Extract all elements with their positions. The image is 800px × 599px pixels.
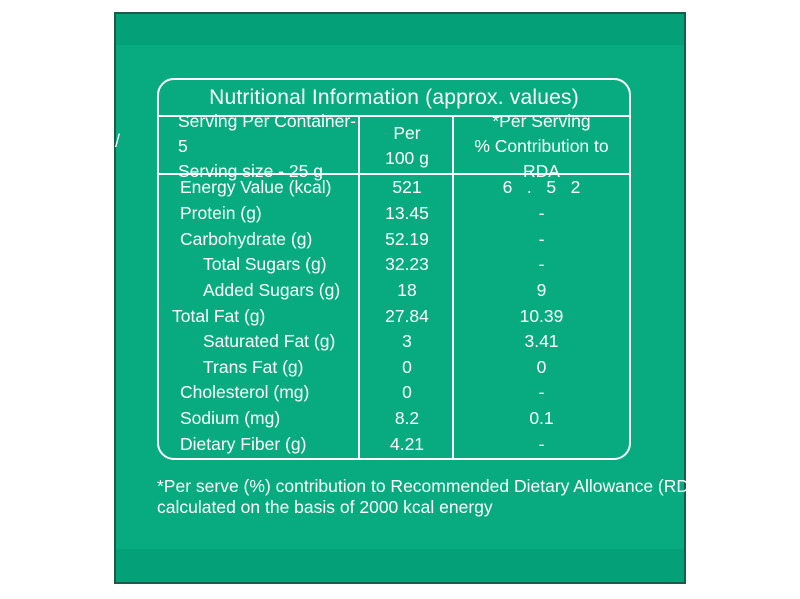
table-row: Total Fat (g) 27.84 10.39 [159, 303, 629, 329]
row-label: Total Fat (g) [172, 305, 266, 326]
rda-value: 10.39 [519, 305, 564, 326]
row-label: Total Sugars (g) [203, 254, 327, 275]
row-label: Trans Fat (g) [203, 356, 304, 377]
rda-footnote: *Per serve (%) contribution to Recommend… [157, 476, 707, 518]
table-row: Energy Value (kcal) 521 6 . 5 2 [159, 175, 629, 201]
rda-value: 3.41 [524, 331, 559, 352]
per-100g-value: 0 [402, 382, 412, 403]
row-label: Sodium (mg) [180, 408, 281, 429]
per-100g-value: 13.45 [385, 202, 429, 223]
table-row: Total Sugars (g) 32.23 - [159, 252, 629, 278]
rda-value: 0.1 [529, 408, 554, 429]
rda-value: - [538, 228, 545, 249]
table-row: Protein (g) 13.45 - [159, 201, 629, 227]
rda-value: 0 [536, 356, 547, 377]
row-label: Added Sugars (g) [203, 279, 341, 300]
table-row: Sodium (mg) 8.2 0.1 [159, 406, 629, 432]
serving-size: Serving size - 25 g [178, 160, 323, 181]
row-label: Energy Value (kcal) [180, 177, 332, 198]
per-100g-value: 0 [402, 356, 412, 377]
per-100g-value: 27.84 [385, 305, 429, 326]
table-row: Trans Fat (g) 0 0 [159, 354, 629, 380]
header-per-100g: Per 100 g [360, 119, 454, 173]
rda-value: - [538, 433, 545, 454]
per-100g-value: 3 [402, 331, 412, 352]
panel-top-band [116, 14, 684, 45]
footnote-line-1: *Per serve (%) contribution to Recommend… [157, 476, 707, 496]
nutrition-table: Nutritional Information (approx. values)… [157, 78, 631, 460]
table-body: Energy Value (kcal) 521 6 . 5 2 Protein … [159, 175, 629, 457]
table-title: Nutritional Information (approx. values) [159, 80, 629, 117]
table-row: Dietary Fiber (g) 4.21 - [159, 431, 629, 457]
rda-value: 9 [536, 279, 547, 300]
per-serving-label: *Per Serving [492, 110, 591, 131]
per-label: Per [393, 123, 421, 143]
rda-value: - [538, 382, 545, 403]
per-100g-value: 32.23 [385, 254, 429, 275]
stray-slash-mark: / [115, 131, 121, 151]
table-row: Saturated Fat (g) 3 3.41 [159, 329, 629, 355]
row-label: Protein (g) [180, 202, 262, 223]
rda-contribution-label: % Contribution to RDA [474, 135, 609, 181]
column-divider-2 [452, 117, 454, 458]
per-100g-value: 8.2 [394, 408, 420, 429]
column-divider-1 [358, 117, 360, 458]
per-100g-value: 52.19 [385, 228, 429, 249]
table-row: Cholesterol (mg) 0 - [159, 380, 629, 406]
per-100g-value: 4.21 [389, 433, 425, 454]
label-panel [114, 12, 686, 584]
row-label: Dietary Fiber (g) [180, 433, 307, 454]
table-header-row: Serving Per Container-5 Serving size - 2… [159, 111, 629, 181]
table-row: Carbohydrate (g) 52.19 - [159, 226, 629, 252]
header-divider-line [159, 173, 629, 175]
table-row: Added Sugars (g) 18 9 [159, 278, 629, 304]
rda-value: - [538, 202, 545, 223]
row-label: Saturated Fat (g) [203, 331, 336, 352]
per-100g-label: 100 g [385, 148, 429, 168]
rda-value: - [538, 254, 545, 275]
header-per-serving-rda: *Per Serving % Contribution to RDA [454, 111, 629, 181]
panel-bottom-band [116, 549, 684, 582]
per-100g-value: 18 [397, 279, 417, 300]
serving-per-container: Serving Per Container-5 [178, 110, 356, 156]
rda-value: 6 . 5 2 [502, 177, 581, 198]
header-serving-info: Serving Per Container-5 Serving size - 2… [159, 111, 360, 181]
row-label: Cholesterol (mg) [180, 382, 310, 403]
footnote-line-2: calculated on the basis of 2000 kcal ene… [157, 497, 493, 517]
row-label: Carbohydrate (g) [180, 228, 313, 249]
per-100g-value: 521 [392, 177, 422, 198]
